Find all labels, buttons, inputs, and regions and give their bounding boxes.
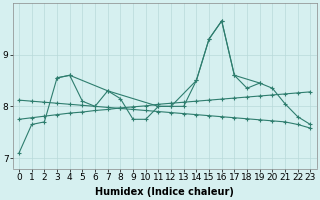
X-axis label: Humidex (Indice chaleur): Humidex (Indice chaleur) [95, 187, 234, 197]
